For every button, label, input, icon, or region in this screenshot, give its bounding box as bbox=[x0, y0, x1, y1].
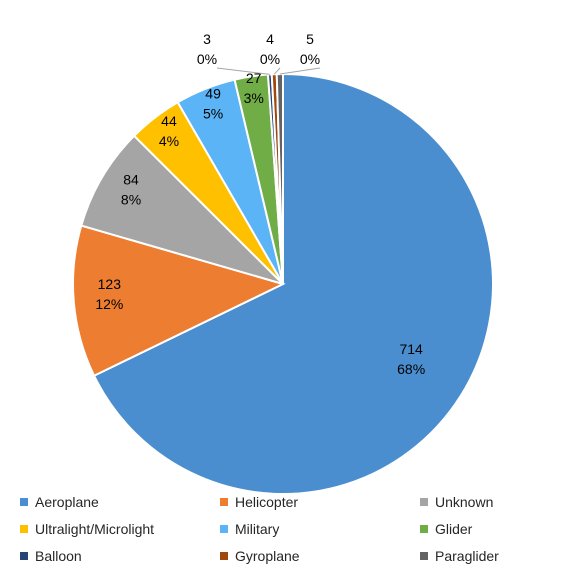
data-label-percent: 68% bbox=[397, 361, 425, 377]
data-label-value: 123 bbox=[98, 276, 122, 292]
leader-line bbox=[273, 67, 281, 75]
data-label-percent: 4% bbox=[159, 133, 179, 149]
data-label-value: 3 bbox=[203, 31, 211, 47]
data-label-value: 84 bbox=[123, 171, 139, 187]
data-label-value: 4 bbox=[266, 31, 274, 47]
slice-unknown bbox=[80, 134, 284, 285]
data-label-percent: 0% bbox=[197, 51, 217, 67]
data-label-value: 27 bbox=[246, 70, 262, 86]
data-label-percent: 12% bbox=[95, 296, 123, 312]
data-label-percent: 5% bbox=[203, 105, 223, 121]
slice-helicopter bbox=[72, 224, 286, 378]
leader-line bbox=[216, 67, 270, 75]
data-label-percent: 8% bbox=[121, 191, 141, 207]
data-label-value: 44 bbox=[161, 113, 177, 129]
data-label-value: 5 bbox=[306, 31, 314, 47]
slice-aeroplane bbox=[92, 72, 494, 495]
data-label-value: 49 bbox=[205, 85, 221, 101]
data-label-percent: 3% bbox=[244, 90, 264, 106]
data-label-percent: 0% bbox=[260, 51, 280, 67]
data-label-value: 714 bbox=[399, 341, 423, 357]
data-label-percent: 0% bbox=[300, 51, 320, 67]
leader-line bbox=[279, 67, 321, 75]
